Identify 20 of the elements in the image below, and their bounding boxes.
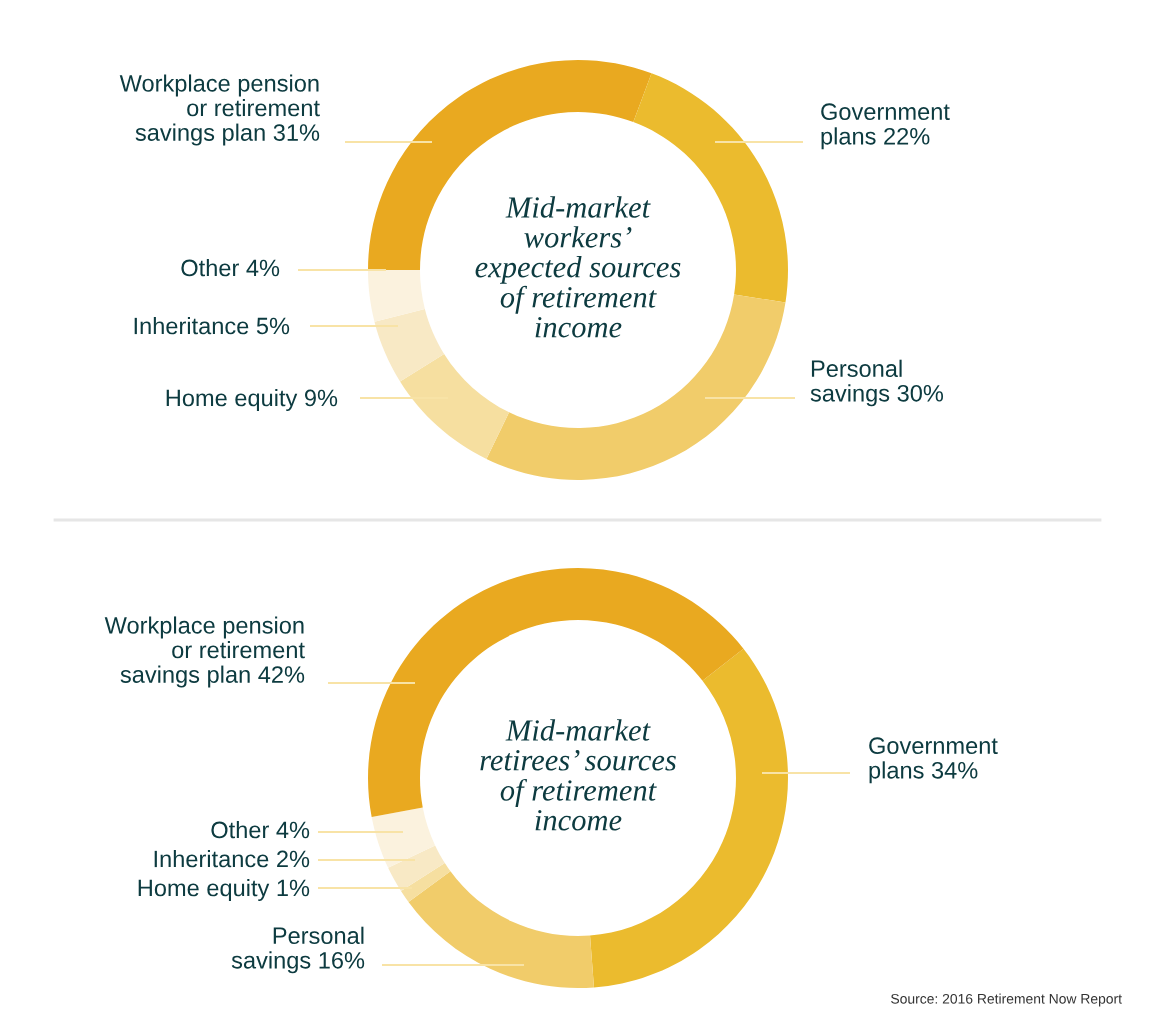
slice-label: Workplace pension or retirement savings plan 31%: [119, 74, 320, 146]
slice-label: Inheritance 5%: [134, 316, 290, 335]
slice-label: Other 4%: [211, 820, 310, 839]
slice-label: Government plans 22%: [821, 103, 950, 150]
donut-slice: [371, 807, 436, 868]
slice-label: Government plans 34%: [869, 737, 998, 784]
donut-slice: [408, 871, 594, 988]
slice-label: Home equity 1%: [138, 878, 310, 902]
slice-label: Home equity 9%: [166, 388, 338, 411]
donut-slice: [368, 270, 425, 322]
text: Mid-market workers’ expected sources of retirement income: [475, 196, 681, 338]
slice-label: Personal savings 30%: [810, 359, 944, 407]
donut-slice: [374, 308, 445, 382]
slice-label: Workplace pension or retirement savings plan 42%: [104, 616, 305, 688]
slice-label: Other 4%: [181, 258, 280, 277]
slice-label: Inheritance 2%: [154, 849, 310, 868]
donut-slice: [388, 845, 445, 891]
slice-label: Personal savings 16%: [231, 926, 365, 974]
source-note: Source: 2016 Retirement Now Report: [891, 993, 1122, 1007]
text: Mid-market retirees’ sources of retirement income: [480, 719, 676, 831]
